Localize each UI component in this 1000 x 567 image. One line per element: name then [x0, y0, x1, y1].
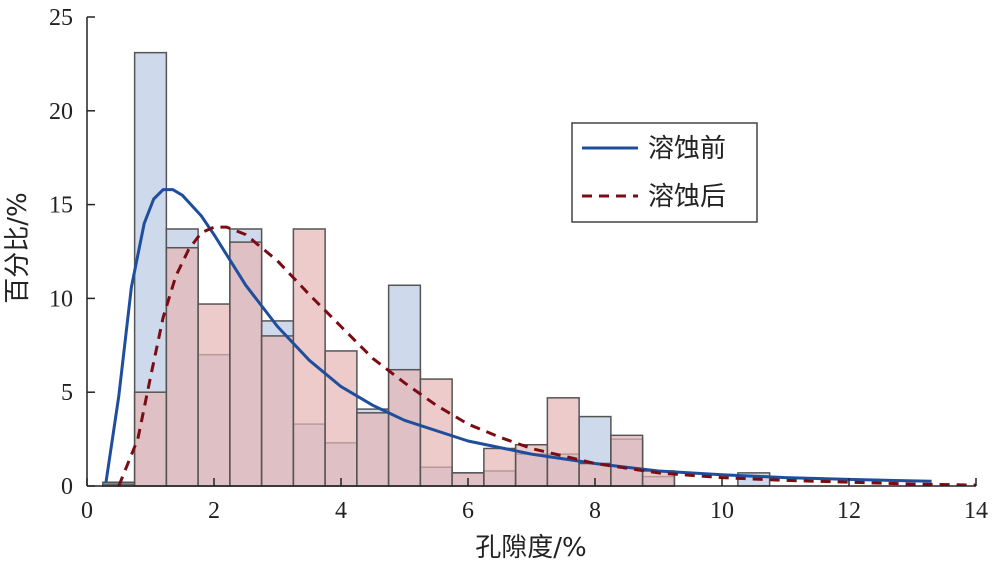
histogram-bar-s1-5.5 [419, 378, 453, 487]
histogram-bar-s1-2.5 [229, 241, 263, 487]
axes-layer [86, 16, 977, 487]
legend-label-before: 溶蚀前 [648, 134, 726, 164]
histogram-bar-s1-4.5 [356, 412, 390, 487]
y-tick-label: 0 [61, 474, 73, 500]
legend-label-after: 溶蚀后 [648, 182, 726, 212]
legend-box [571, 122, 758, 223]
y-tick-label: 15 [49, 193, 73, 219]
x-axis-title: 孔隙度/% [475, 533, 586, 563]
y-tick-label: 10 [49, 286, 73, 312]
x-tick-label: 12 [837, 498, 861, 524]
histogram-bar-s1-3 [260, 335, 295, 487]
histogram-bar-s1-8.5 [610, 434, 644, 487]
x-tick-label: 6 [462, 498, 474, 524]
x-tick-label: 4 [335, 498, 347, 524]
x-tick-label: 10 [710, 498, 734, 524]
x-tick-label: 8 [589, 498, 601, 524]
fit-curve-after [117, 225, 977, 487]
y-tick-label: 5 [61, 380, 73, 406]
fit-curves-layer [104, 188, 977, 487]
y-tick-label: 20 [49, 99, 73, 125]
histogram-bar-s1-3.5 [292, 228, 326, 487]
tick-labels-layer: 0 2 4 6 8 10 12 14 0 5 10 15 20 25 [49, 5, 988, 524]
x-tick-label: 0 [81, 498, 93, 524]
histogram-bar-s1-1.5 [165, 246, 199, 487]
histogram-bar-s1-7.5 [546, 397, 580, 487]
legend: 溶蚀前 溶蚀后 [571, 122, 758, 223]
x-tick-label: 14 [964, 498, 988, 524]
histogram-bar-s1-2 [197, 303, 231, 487]
histogram-bar-s1-4 [324, 350, 358, 487]
bars-layer [102, 51, 771, 487]
x-tick-label: 2 [208, 498, 220, 524]
fit-curve-before [104, 188, 932, 483]
y-tick-label: 25 [49, 5, 73, 31]
histogram-bar-s1-5 [387, 368, 422, 487]
y-axis-title: 百分比/% [3, 192, 33, 303]
histogram-bar-s1-1 [133, 391, 168, 487]
histogram-bar-s1-6.5 [483, 447, 517, 487]
